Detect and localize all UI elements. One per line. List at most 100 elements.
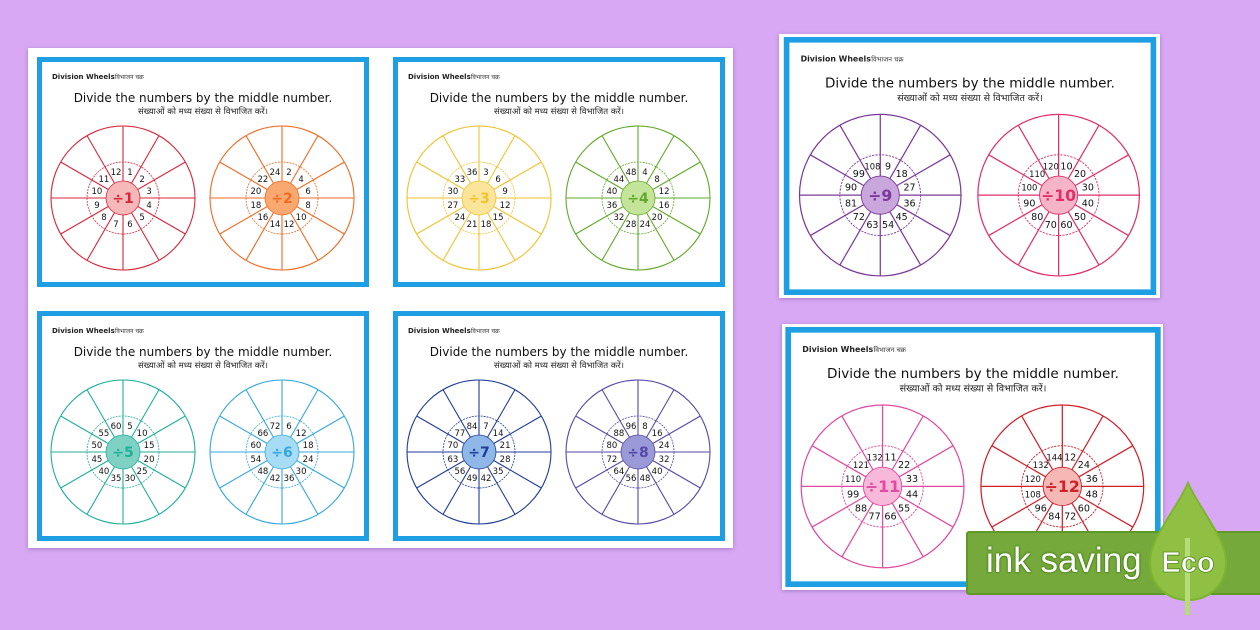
card-header: Division Wheels <box>802 345 873 354</box>
wheel-number: 96 <box>626 422 637 432</box>
wheel-number: 42 <box>481 474 492 484</box>
wheel-spoke <box>841 415 874 471</box>
wheel-number: 35 <box>493 467 504 477</box>
wheel-spoke <box>811 495 867 528</box>
wheel-spoke <box>442 135 471 184</box>
wheel-spoke <box>290 466 319 515</box>
wheel-number: 2 <box>286 168 291 178</box>
wheel-number: 30 <box>448 187 459 197</box>
wheel-divisor: ÷4 <box>627 191 649 207</box>
wheel-spoke <box>493 161 542 190</box>
wheel-spoke <box>131 466 160 515</box>
card-header: Division Wheels <box>408 327 471 335</box>
card-title: Divide the numbers by the middle number. <box>825 76 1115 91</box>
wheel-number: 12 <box>659 187 670 197</box>
wheel-number: 30 <box>125 474 136 484</box>
wheel-number: 44 <box>906 490 918 501</box>
wheel-center <box>862 466 903 507</box>
wheel-spoke <box>841 502 874 558</box>
wheel-number: 44 <box>613 175 624 185</box>
wheel-spoke <box>296 206 345 235</box>
wheel-spoke <box>601 389 630 438</box>
wheel-number: 18 <box>251 201 262 211</box>
wheel-spoke <box>416 460 465 489</box>
wheel-number: 108 <box>864 161 880 171</box>
wheel-spoke <box>131 212 160 261</box>
wheel-number: 30 <box>296 467 307 477</box>
wheel-number: 5 <box>139 213 144 223</box>
wheel-center <box>1039 175 1079 215</box>
wheel-center <box>264 180 300 216</box>
wheel-spoke <box>487 135 516 184</box>
card-subtitle: संख्याओं को मध्य संख्या से विभाजित करें। <box>494 106 624 117</box>
wheel-number: 7 <box>483 422 488 432</box>
wheel-center <box>461 180 497 216</box>
wheel-number: 8 <box>305 201 310 211</box>
wheel-number: 60 <box>1060 220 1072 231</box>
wheel-spoke <box>137 206 186 235</box>
wheel-divisor: ÷7 <box>468 445 489 461</box>
wheel-number: 88 <box>855 503 867 514</box>
wheel-spoke <box>131 135 160 184</box>
wheel-spoke <box>487 389 516 438</box>
wheel-divisor: ÷1 <box>112 191 133 207</box>
wheel-number: 11 <box>98 175 109 185</box>
wheel-number: 4 <box>146 201 151 211</box>
card-header: Division Wheels <box>52 73 115 81</box>
division-card-2: Division Wheels विभाजन चक्र Divide the num… <box>393 57 725 287</box>
wheel-number: 27 <box>448 201 459 211</box>
wheel-number: 36 <box>467 168 478 178</box>
division-card-4: Division Wheels विभाजन चक्र Divide the num… <box>393 311 725 541</box>
wheel-number: 64 <box>613 467 624 477</box>
wheel-spoke <box>442 212 471 261</box>
wheel-number: 22 <box>257 175 268 185</box>
wheel-number: 15 <box>144 441 155 451</box>
wheel-number: 56 <box>626 474 637 484</box>
wheel-number: 81 <box>845 198 857 209</box>
wheel-number: 28 <box>626 220 637 230</box>
wheel-number: 20 <box>1074 169 1086 180</box>
wheel-spoke <box>487 212 516 261</box>
wheel-spoke <box>652 206 701 235</box>
wheel-number: 55 <box>898 503 910 514</box>
wheel-spoke <box>898 445 954 478</box>
wheel-spoke <box>487 466 516 515</box>
wheel-number: 70 <box>448 441 459 451</box>
wheel-spoke <box>646 212 675 261</box>
wheel-number: 30 <box>1082 183 1094 194</box>
wheel-spoke <box>442 466 471 515</box>
wheel-number: 40 <box>1082 198 1094 209</box>
wheel-number: 60 <box>1078 503 1090 514</box>
wheel-number: 99 <box>853 169 865 180</box>
wheel-number: 20 <box>251 187 262 197</box>
wheel-number: 25 <box>137 467 148 477</box>
wheel-spoke <box>1071 415 1104 471</box>
wheel-number: 56 <box>454 467 465 477</box>
wheel-number: 6 <box>495 175 500 185</box>
card-border <box>393 57 725 287</box>
card-svg: Division Wheels विभाजन चक्र Divide the num… <box>37 57 369 287</box>
card-subtitle: संख्याओं को मध्य संख्या से विभाजित करें। <box>138 360 268 371</box>
wheel-number: 48 <box>626 168 637 178</box>
wheel-divisor: ÷10 <box>1041 186 1076 205</box>
wheel-number: 24 <box>640 220 651 230</box>
wheel-number: 50 <box>1074 212 1086 223</box>
wheel-spoke <box>219 415 268 444</box>
wheel-number: 90 <box>845 183 857 194</box>
wheel-number: 66 <box>257 429 268 439</box>
card-svg: Division Wheels विभाजन चक्र Divide the num… <box>393 57 725 287</box>
wheel-spoke <box>60 460 109 489</box>
wheel-number: 10 <box>137 429 148 439</box>
wheel-spoke <box>891 415 924 471</box>
wheel-number: 16 <box>659 201 670 211</box>
wheel-spoke <box>290 212 319 261</box>
wheel-spoke <box>137 415 186 444</box>
wheel-number: 48 <box>1086 490 1098 501</box>
wheel-number: 8 <box>642 422 647 432</box>
card-header: Division Wheels <box>801 55 872 64</box>
wheel-spoke <box>811 445 867 478</box>
